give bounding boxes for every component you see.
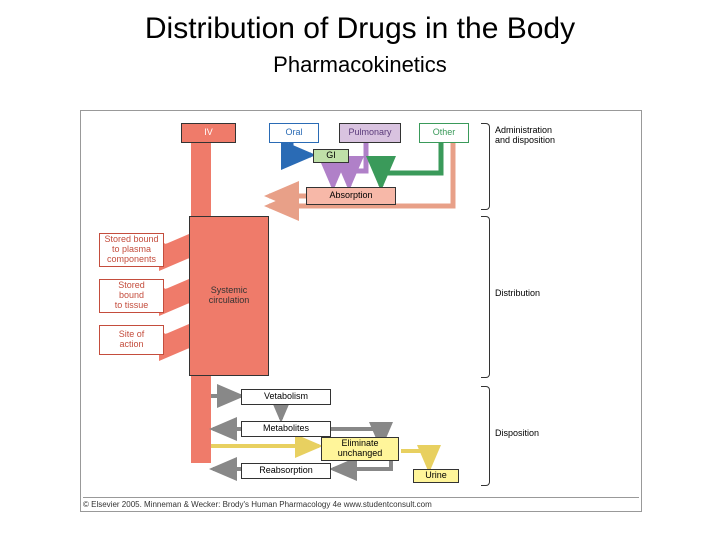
brace-admin xyxy=(481,123,490,210)
box-tissue: Stored bound to tissue xyxy=(99,279,164,313)
box-reabsorption: Reabsorption xyxy=(241,463,331,479)
pharmacokinetics-diagram: IV Oral Pulmonary Other GI Absorption Sy… xyxy=(80,110,642,512)
box-gi: GI xyxy=(313,149,349,163)
label-distribution: Distribution xyxy=(495,289,540,299)
brace-distribution xyxy=(481,216,490,378)
box-metabolites: Metabolites xyxy=(241,421,331,437)
box-absorption: Absorption xyxy=(306,187,396,205)
box-plasma: Stored bound to plasma components xyxy=(99,233,164,267)
box-eliminate: Eliminate unchanged xyxy=(321,437,399,461)
box-site: Site of action xyxy=(99,325,164,355)
copyright-text: © Elsevier 2005. Minneman & Wecker: Brod… xyxy=(83,497,639,509)
brace-disposition xyxy=(481,386,490,486)
box-other: Other xyxy=(419,123,469,143)
page-subtitle: Pharmacokinetics xyxy=(0,46,720,78)
box-iv: IV xyxy=(181,123,236,143)
box-urine: Urine xyxy=(413,469,459,483)
box-vetabolism: Vetabolism xyxy=(241,389,331,405)
box-pulmonary: Pulmonary xyxy=(339,123,401,143)
label-disposition: Disposition xyxy=(495,429,539,439)
label-admin: Administration and disposition xyxy=(495,126,555,146)
page-title: Distribution of Drugs in the Body xyxy=(0,0,720,46)
box-oral: Oral xyxy=(269,123,319,143)
box-systemic: Systemic circulation xyxy=(189,216,269,376)
